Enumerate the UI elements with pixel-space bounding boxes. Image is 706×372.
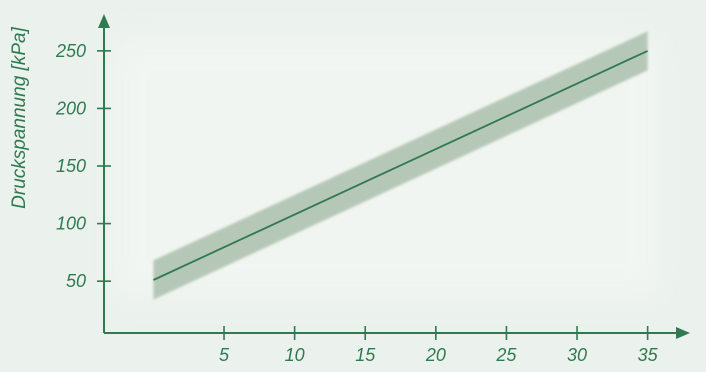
y-tick-label-50: 50 <box>66 271 86 291</box>
x-tick-label-30: 30 <box>567 345 587 365</box>
y-tick-label-250: 250 <box>55 41 86 61</box>
x-tick-label-10: 10 <box>285 345 305 365</box>
x-tick-label-35: 35 <box>638 345 659 365</box>
y-tick-label-100: 100 <box>56 214 86 234</box>
x-axis-arrow <box>676 327 690 339</box>
regression-line-0 <box>153 50 648 281</box>
x-tick-label-15: 15 <box>355 345 376 365</box>
x-tick-label-5: 5 <box>219 345 230 365</box>
y-tick-label-200: 200 <box>55 98 86 118</box>
y-axis-arrow <box>98 14 110 28</box>
x-tick-label-25: 25 <box>495 345 517 365</box>
x-tick-label-20: 20 <box>425 345 446 365</box>
y-tick-label-150: 150 <box>56 156 86 176</box>
y-axis-label: Druckspannung [kPa] <box>9 26 30 208</box>
